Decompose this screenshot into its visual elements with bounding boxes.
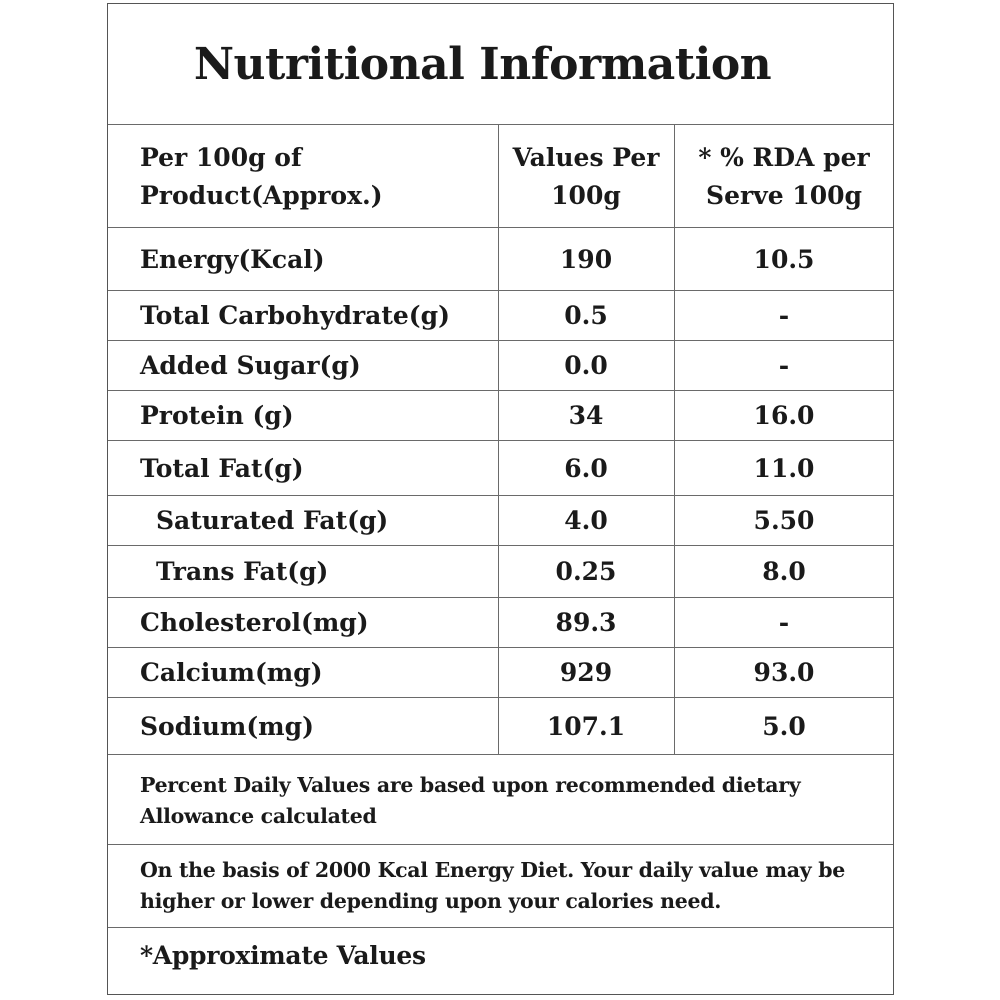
nutrient-rda: - (778, 351, 790, 380)
nutrient-value: 89.3 (555, 608, 617, 637)
nutrient-value: 190 (559, 244, 613, 274)
nutrient-value: 4.0 (564, 506, 608, 535)
divider (108, 440, 893, 441)
nutrient-name: Total Carbohydrate(g) (140, 301, 450, 330)
divider (108, 340, 893, 341)
nutrient-value: 929 (559, 658, 613, 687)
divider (108, 647, 893, 648)
nutrient-value: 107.1 (546, 711, 626, 741)
panel-title: Nutritional Information (193, 38, 772, 90)
column-divider (674, 124, 675, 754)
nutrient-name: Sodium(mg) (140, 711, 314, 741)
nutrient-name: Saturated Fat(g) (156, 506, 389, 535)
nutrient-name: Cholesterol(mg) (140, 608, 369, 637)
nutrition-panel: Nutritional Information Per 100g of Prod… (107, 3, 894, 995)
divider (108, 390, 893, 391)
rda-basis-note: Percent Daily Values are based upon reco… (140, 773, 801, 828)
divider (108, 754, 893, 755)
header-rda: * % RDA per Serve 100g (698, 143, 870, 210)
nutrient-rda: 5.0 (762, 711, 806, 741)
nutrient-name: Energy(Kcal) (140, 244, 325, 274)
nutrient-value: 0.25 (555, 557, 617, 586)
nutrient-value: 0.0 (564, 351, 608, 380)
nutrient-value: 6.0 (564, 453, 608, 483)
divider (108, 844, 893, 845)
nutrient-rda: - (778, 301, 790, 330)
nutrient-value: 0.5 (564, 301, 608, 330)
nutrient-name: Added Sugar(g) (140, 351, 361, 380)
divider (108, 597, 893, 598)
header-values: Values Per 100g (512, 143, 660, 210)
nutrient-name: Total Fat(g) (140, 453, 304, 483)
nutrient-name: Trans Fat(g) (156, 557, 329, 586)
divider (108, 290, 893, 291)
divider (108, 697, 893, 698)
nutrient-value: 34 (568, 401, 604, 430)
nutrient-rda: 8.0 (762, 557, 806, 586)
approximate-values-note: *Approximate Values (140, 941, 426, 970)
nutrient-rda: 93.0 (753, 658, 815, 687)
nutrient-rda: 5.50 (753, 506, 815, 535)
divider (108, 124, 893, 125)
energy-diet-note: On the basis of 2000 Kcal Energy Diet. Y… (140, 858, 845, 913)
column-divider (498, 124, 499, 754)
divider (108, 927, 893, 928)
nutrient-rda: 10.5 (753, 244, 815, 274)
divider (108, 495, 893, 496)
nutrient-name: Calcium(mg) (140, 658, 323, 687)
nutrient-rda: - (778, 608, 790, 637)
header-nutrient: Per 100g of Product(Approx.) (140, 143, 383, 210)
nutrient-name: Protein (g) (140, 401, 294, 430)
divider (108, 227, 893, 228)
divider (108, 545, 893, 546)
nutrient-rda: 11.0 (753, 453, 815, 483)
nutrient-rda: 16.0 (753, 401, 815, 430)
